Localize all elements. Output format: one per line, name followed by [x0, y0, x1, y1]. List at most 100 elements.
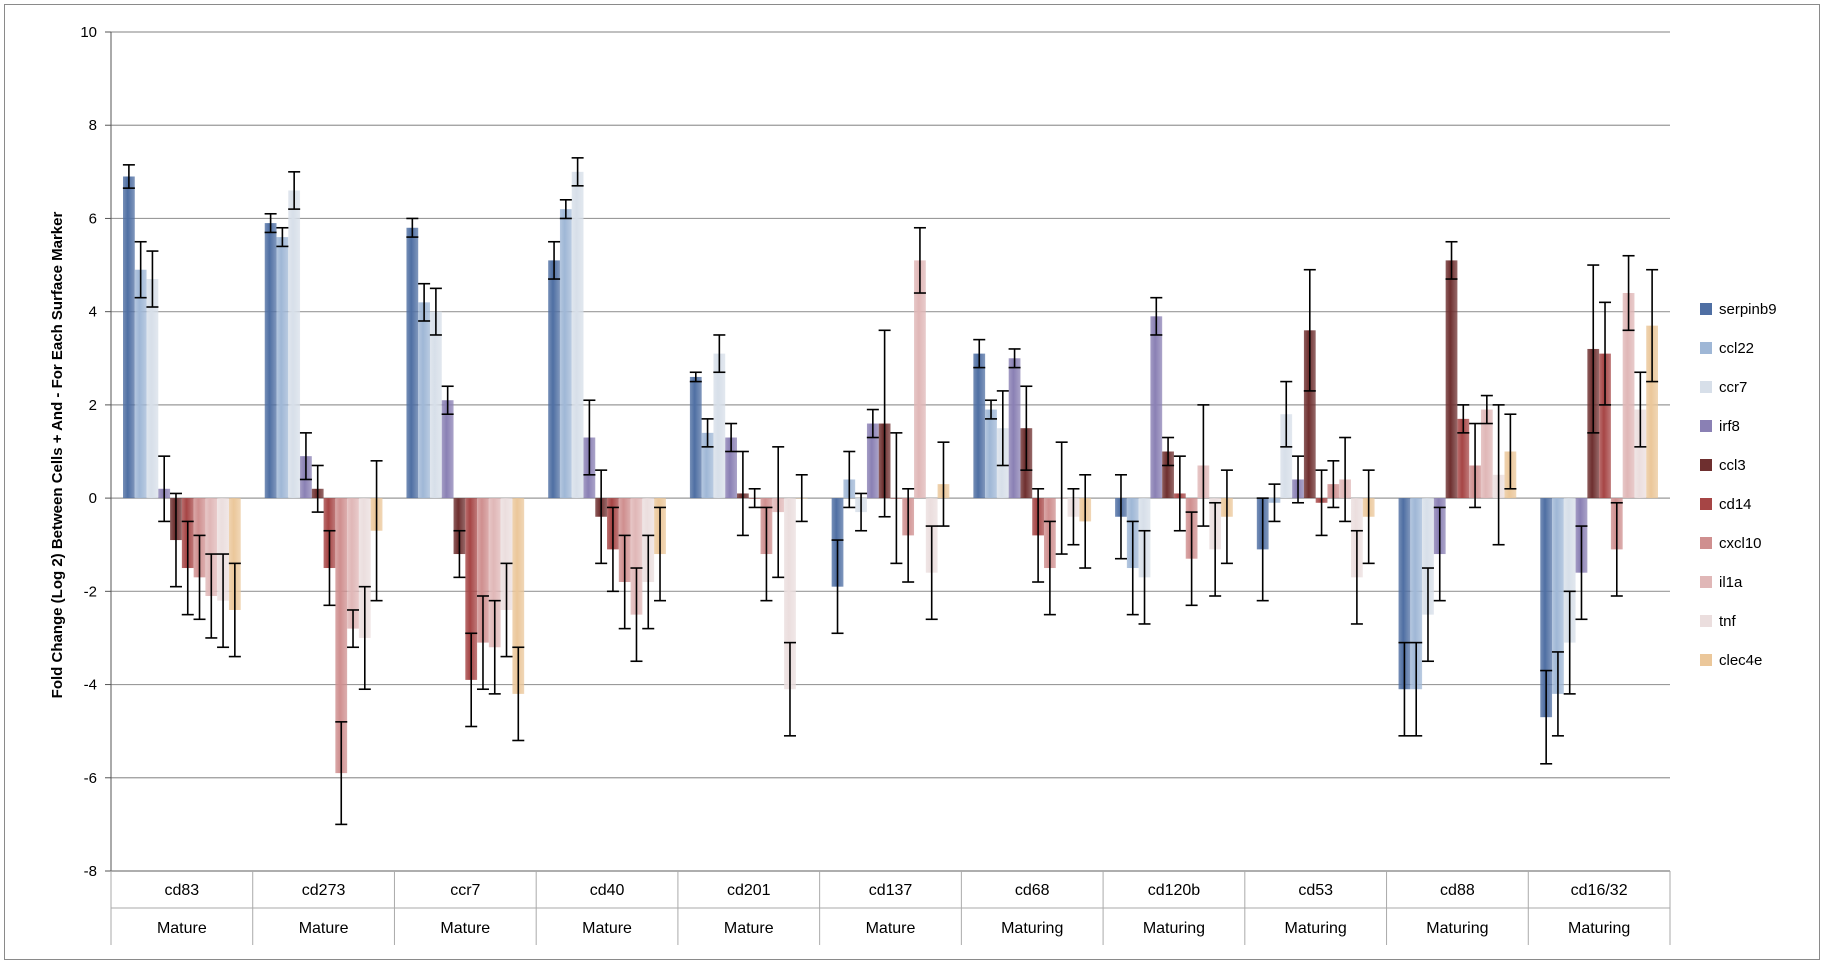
- bar-ccl22-cd273: [276, 237, 289, 499]
- x-category-label: cd137: [869, 882, 913, 899]
- errorbar-cd14-cd273: [323, 529, 336, 607]
- x-category-label: cd273: [302, 882, 346, 899]
- errorbar-ccl3-cd120b: [1162, 436, 1175, 467]
- legend-swatch: [1700, 537, 1712, 549]
- bar-ccl22-ccr7: [418, 302, 430, 499]
- errorbar-ccr7-cd53: [1280, 380, 1293, 448]
- errorbar-ccl22-cd201: [701, 418, 714, 448]
- errorbar-cxcl10-cd83: [193, 534, 206, 621]
- legend-label: ccl22: [1719, 340, 1754, 357]
- errorbar-ccr7-cd68: [996, 390, 1009, 467]
- bar-ccr7-cd40: [571, 171, 584, 499]
- bar-ccl22-cd83: [134, 269, 147, 499]
- x-group-label: Mature: [157, 920, 207, 937]
- legend-label: irf8: [1719, 418, 1740, 435]
- legend-item-ccr7: ccr7: [1700, 379, 1747, 396]
- y-tick-label: 6: [89, 210, 97, 227]
- bar-ccl3-cd88: [1445, 260, 1458, 499]
- x-category-label: ccr7: [450, 882, 480, 899]
- errorbar-ccl22-cd53: [1268, 483, 1281, 523]
- errorbar-ccr7-cd273: [288, 171, 301, 210]
- bars: [123, 171, 1658, 774]
- bar-il1a-cd16/32: [1622, 293, 1635, 499]
- errorbar-ccl3-cd53: [1303, 268, 1316, 392]
- legend-swatch: [1700, 615, 1712, 627]
- errorbar-cd14-cd16/32: [1599, 301, 1612, 406]
- legend: serpinb9 ccl22 ccr7 irf8 ccl3 cd14 cxcl10 il1a t…: [1700, 301, 1777, 669]
- errorbar-serpinb9-cd83: [122, 164, 135, 189]
- bar-ccl22-cd16/32: [1552, 498, 1564, 694]
- bar-serpinb9-cd40: [548, 260, 560, 499]
- bar-clec4e-ccr7: [512, 498, 525, 694]
- bar-cd14-cd16/32: [1599, 353, 1611, 499]
- errorbar-ccl22-cd68: [985, 399, 998, 420]
- errorbar-tnf-cd68: [1067, 487, 1080, 546]
- errorbar-cxcl10-cd201: [760, 506, 773, 602]
- errorbar-ccr7-cd137: [855, 492, 868, 532]
- errorbar-irf8-cd137: [866, 408, 879, 439]
- errorbar-il1a-cd273: [347, 609, 360, 649]
- errorbar-tnf-cd83: [217, 553, 230, 649]
- errorbar-ccr7-cd201: [713, 334, 726, 374]
- legend-swatch: [1700, 342, 1712, 354]
- errorbar-clec4e-cd201: [795, 474, 808, 523]
- x-group-label: Maturing: [1001, 920, 1063, 937]
- errorbar-irf8-cd120b: [1150, 296, 1163, 336]
- legend-label: ccl3: [1719, 457, 1746, 474]
- errorbar-ccl3-cd16/32: [1587, 264, 1600, 434]
- errorbar-clec4e-cd120b: [1220, 469, 1233, 565]
- y-tick-label: 10: [80, 24, 97, 41]
- y-tick-label: -8: [84, 863, 97, 880]
- bar-ccr7-cd53: [1280, 414, 1293, 499]
- bar-ccr7-cd88: [1422, 498, 1434, 615]
- y-tick-label: -6: [84, 770, 97, 787]
- bar-cxcl10-ccr7: [477, 498, 489, 643]
- legend-label: cxcl10: [1719, 535, 1762, 552]
- errorbar-ccl22-cd88: [1410, 641, 1423, 737]
- legend-swatch: [1700, 498, 1712, 510]
- x-group-label: Maturing: [1143, 920, 1205, 937]
- x-category-label: cd53: [1298, 882, 1333, 899]
- bar-serpinb9-cd68: [973, 353, 986, 499]
- errorbar-tnf-ccr7: [500, 562, 513, 658]
- x-category-label: cd83: [165, 882, 200, 899]
- errorbar-serpinb9-cd273: [264, 212, 277, 234]
- legend-item-il1a: il1a: [1700, 574, 1743, 591]
- bar-tnf-cd16/32: [1634, 409, 1647, 499]
- bar-il1a-cd273: [347, 498, 359, 629]
- errorbar-ccr7-cd40: [571, 157, 584, 187]
- errorbar-ccr7-cd16/32: [1563, 590, 1576, 695]
- errorbar-irf8-cd273: [299, 432, 312, 481]
- errorbar-irf8-cd83: [158, 455, 171, 523]
- errorbar-cxcl10-cd88: [1469, 422, 1482, 509]
- errorbar-ccr7-cd120b: [1138, 529, 1151, 625]
- legend-item-cxcl10: cxcl10: [1700, 535, 1762, 552]
- bar-irf8-cd201: [725, 437, 737, 499]
- bar-ccr7-cd16/32: [1563, 498, 1576, 643]
- errorbar-irf8-ccr7: [441, 385, 454, 416]
- legend-item-clec4e: clec4e: [1700, 652, 1762, 669]
- errorbar-tnf-cd137: [925, 525, 938, 621]
- bar-cd14-cd88: [1457, 418, 1470, 499]
- errorbar-clec4e-cd68: [1079, 474, 1092, 569]
- errorbar-cd14-cd201: [748, 487, 761, 509]
- errorbar-clec4e-ccr7: [512, 646, 525, 742]
- bar-ccl3-cd53: [1303, 330, 1316, 499]
- errorbar-clec4e-cd16/32: [1646, 268, 1659, 383]
- errorbar-il1a-cd201: [772, 446, 785, 579]
- errorbar-ccl22-cd137: [843, 450, 856, 509]
- errorbar-cd14-cd120b: [1173, 455, 1186, 532]
- bar-tnf-cd201: [784, 498, 796, 690]
- bar-il1a-cd137: [914, 260, 926, 499]
- x-category-label: cd88: [1440, 882, 1475, 899]
- bar-ccl3-ccr7: [453, 498, 466, 555]
- bar-il1a-cd83: [205, 498, 218, 596]
- errorbar-tnf-cd88: [1492, 404, 1505, 546]
- errorbar-serpinb9-cd53: [1256, 497, 1269, 602]
- bar-serpinb9-ccr7: [406, 227, 419, 499]
- errorbar-ccr7-cd83: [146, 250, 159, 308]
- y-tick-label: 8: [89, 117, 97, 134]
- legend-swatch: [1700, 459, 1712, 471]
- errorbar-tnf-cd120b: [1209, 501, 1222, 597]
